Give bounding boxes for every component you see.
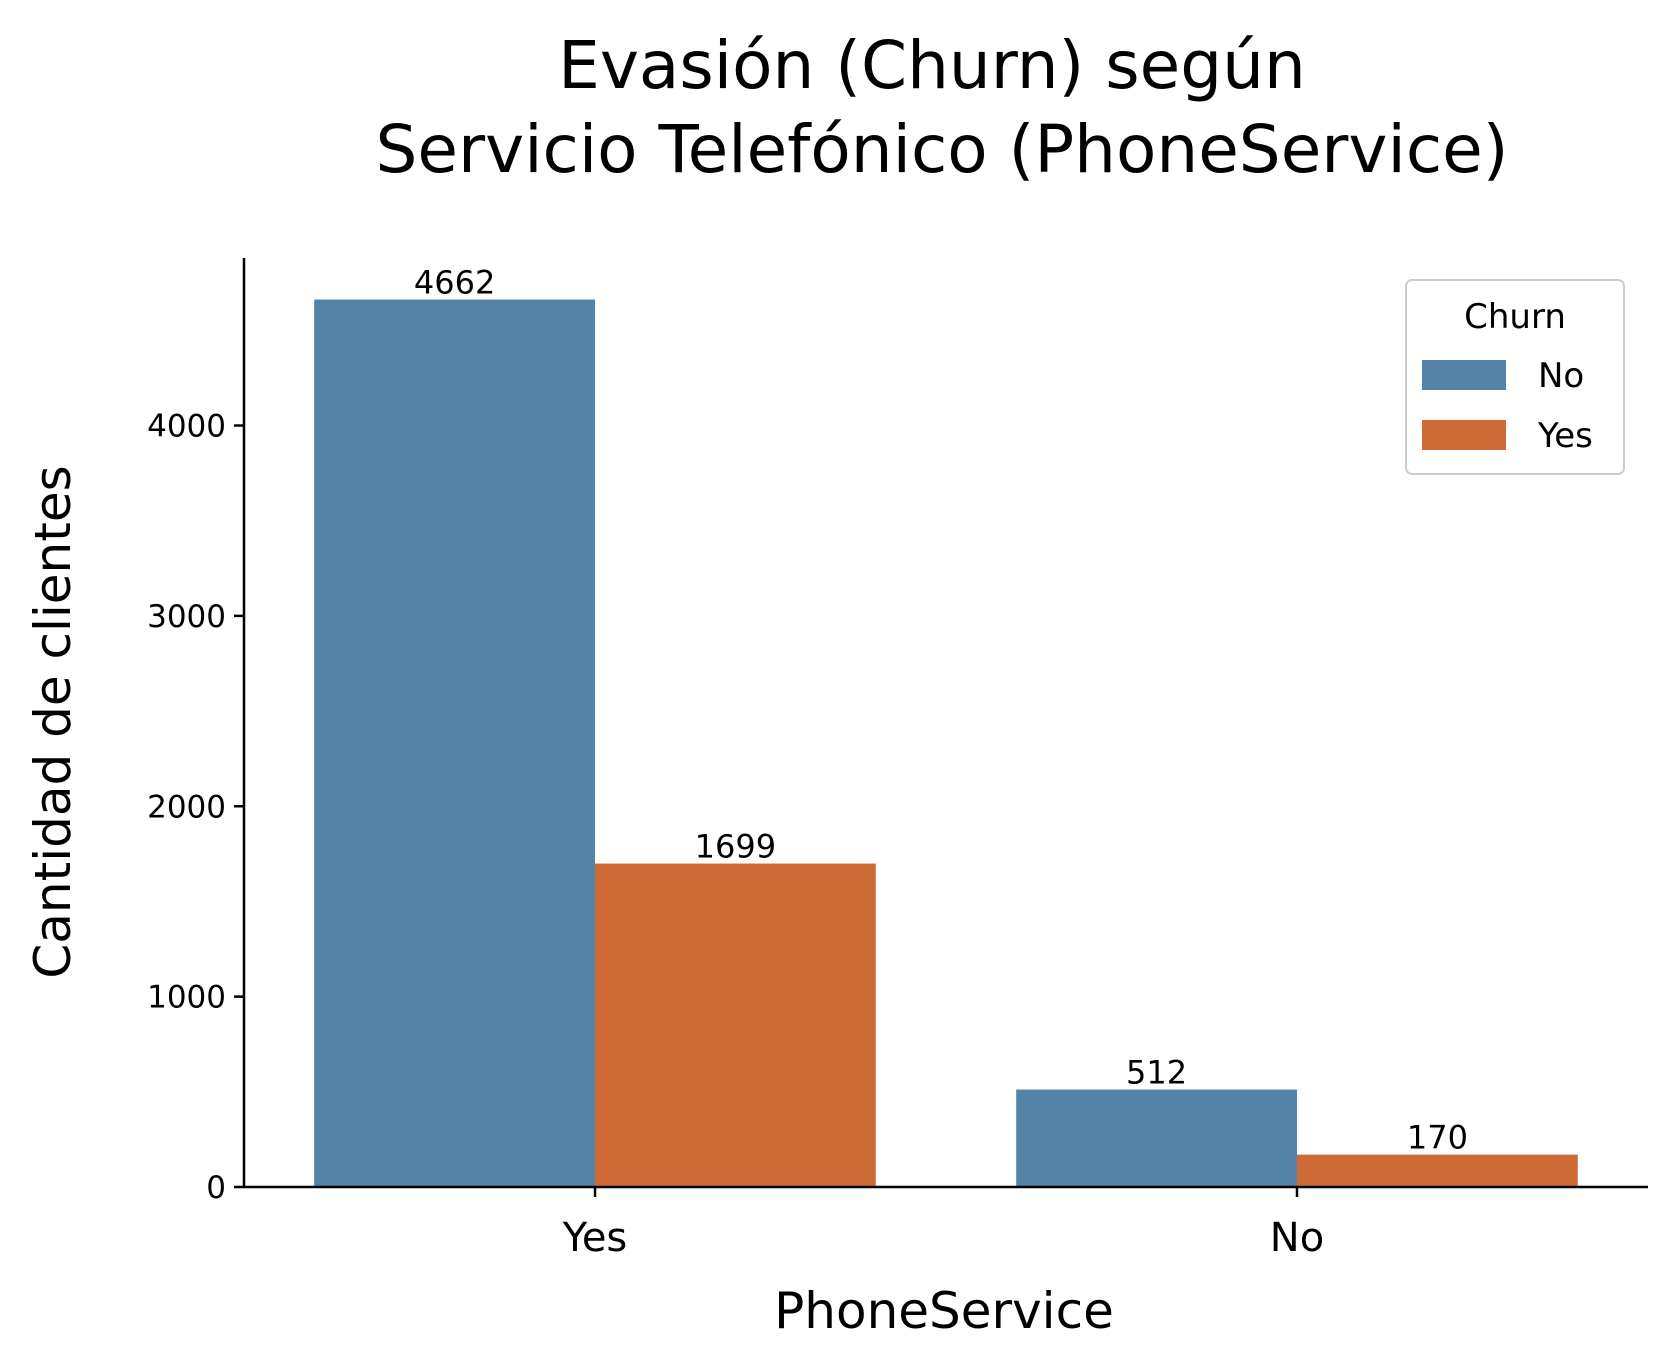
legend-swatch-no: [1422, 360, 1506, 390]
legend: Churn No Yes: [1405, 279, 1625, 475]
x-axis-label: PhoneService: [774, 1282, 1114, 1340]
legend-label-yes: Yes: [1537, 416, 1593, 456]
y-tick-label: 1000: [147, 980, 226, 1016]
y-axis-label: Cantidad de clientes: [24, 465, 82, 978]
bars-layer: [314, 299, 1578, 1188]
chart-title-line-1: Evasión (Churn) según: [558, 27, 1306, 104]
y-ticks-layer: 0 1000 2000 3000 4000: [147, 409, 244, 1206]
x-tick-label: No: [1270, 1215, 1324, 1261]
legend-swatch-yes: [1422, 420, 1506, 450]
bar-value-label: 4662: [414, 264, 495, 302]
legend-items: No Yes: [1422, 356, 1593, 456]
x-tick-label: Yes: [562, 1215, 628, 1261]
bar-value-label: 170: [1407, 1119, 1468, 1157]
y-tick-label: 2000: [147, 789, 226, 825]
y-tick-label: 4000: [147, 409, 226, 445]
bar-no-churn-yes: [1297, 1154, 1578, 1187]
y-tick-label: 3000: [147, 599, 226, 635]
x-ticks-layer: Yes No: [562, 1187, 1324, 1261]
bar-value-label: 512: [1126, 1054, 1187, 1092]
legend-title: Churn: [1464, 297, 1566, 337]
bar-labels-layer: 4662 1699 512 170: [414, 264, 1468, 1157]
chart-title-line-2: Servicio Telefónico (PhoneService): [376, 111, 1509, 188]
bar-yes-churn-yes: [595, 863, 876, 1187]
y-tick-label: 0: [206, 1170, 226, 1206]
bar-value-label: 1699: [695, 828, 776, 866]
bar-no-churn-no: [1016, 1089, 1297, 1187]
bar-yes-churn-no: [314, 299, 595, 1188]
legend-label-no: No: [1538, 356, 1584, 396]
